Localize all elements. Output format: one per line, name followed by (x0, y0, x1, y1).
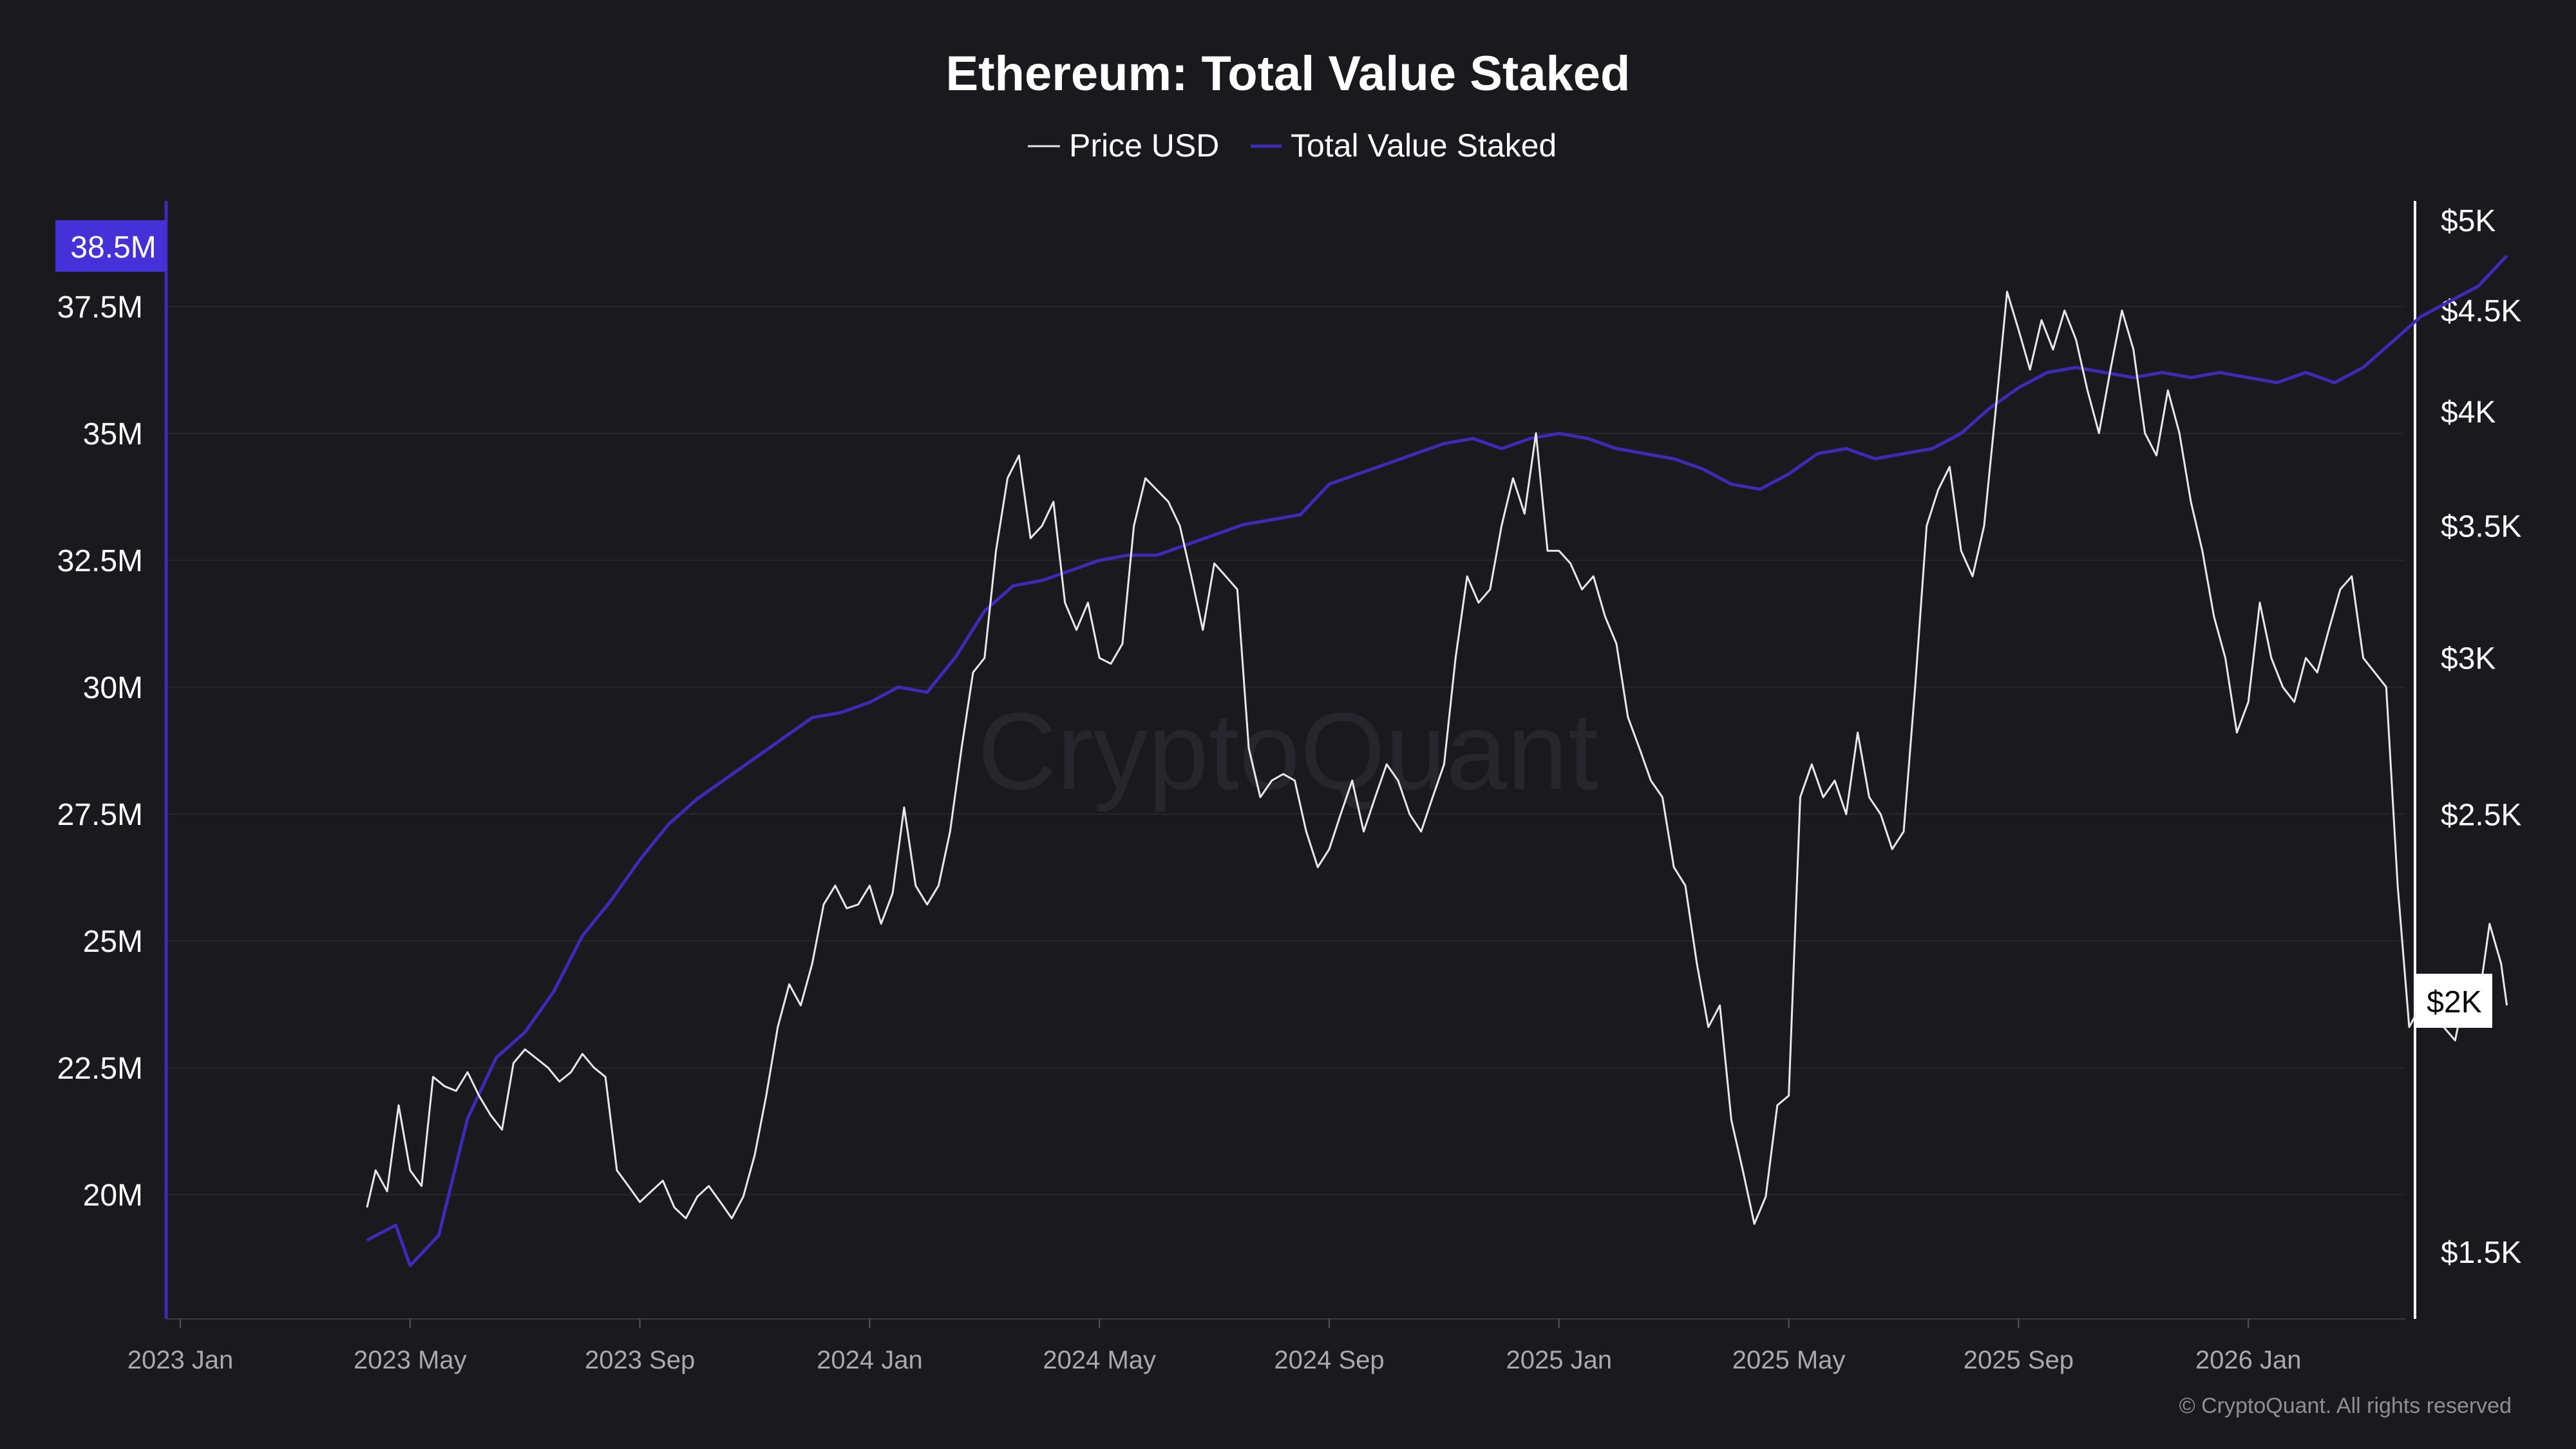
series-price-usd (366, 290, 2508, 1225)
left-tick-label: 35M (83, 417, 143, 451)
x-tick-label: 2024 Sep (1274, 1346, 1384, 1374)
legend-staked-label: Total Value Staked (1291, 128, 1557, 164)
watermark: CryptoQuant (978, 690, 1598, 813)
x-tick-label: 2025 Sep (1964, 1346, 2074, 1374)
right-current-label: $2K (2427, 985, 2481, 1019)
x-tick-label: 2023 May (354, 1346, 467, 1374)
right-current-badge-bg (2416, 974, 2492, 1028)
left-tick-label: 25M (83, 925, 143, 959)
right-tick-label: $4K (2441, 395, 2496, 430)
chart-title: Ethereum: Total Value Staked (946, 46, 1631, 101)
copyright: © CryptoQuant. All rights reserved (2179, 1394, 2512, 1418)
left-current-badge: 38.5M (55, 220, 166, 272)
left-tick-label: 32.5M (57, 544, 143, 578)
legend-price-label: Price USD (1069, 128, 1219, 164)
right-tick-label: $1.5K (2441, 1236, 2521, 1270)
right-tick-label: $2.5K (2441, 798, 2521, 832)
gridlines (166, 306, 2405, 1195)
left-current-badge-bg (55, 220, 166, 272)
right-tick-label: $5K (2441, 204, 2496, 238)
right-current-badge: $2K (2416, 974, 2492, 1028)
left-tick-label: 27.5M (57, 798, 143, 832)
right-axis-ticks: $1.5K$2.5K$3K$3.5K$4K$4.5K$5K (2441, 204, 2521, 1270)
legend-item-staked[interactable]: Total Value Staked (1251, 128, 1557, 164)
x-axis-ticks: 2023 Jan 2023 May 2023 Sep 2024 Jan 2024 May… (128, 1319, 2302, 1374)
x-tick-label: 2023 Sep (585, 1346, 695, 1374)
left-current-label: 38.5M (70, 231, 156, 265)
left-tick-label: 37.5M (57, 290, 143, 325)
x-tick-label: 2024 May (1043, 1346, 1156, 1374)
left-axis-ticks: 20M 22.5M 25M 27.5M 30M 32.5M 35M 37.5M (57, 290, 143, 1213)
x-tick-label: 2026 Jan (2195, 1346, 2302, 1374)
x-tick-label: 2025 May (1732, 1346, 1846, 1374)
right-tick-label: $3.5K (2441, 510, 2521, 544)
x-tick-label: 2023 Jan (128, 1346, 234, 1374)
x-tick-label: 2025 Jan (1506, 1346, 1613, 1374)
left-tick-label: 20M (83, 1179, 143, 1213)
left-tick-label: 22.5M (57, 1052, 143, 1086)
legend: Price USD Total Value Staked (1028, 128, 1557, 164)
legend-item-price[interactable]: Price USD (1028, 128, 1219, 164)
x-tick-label: 2024 Jan (817, 1346, 923, 1374)
left-tick-label: 30M (83, 671, 143, 705)
series-total-value-staked (366, 254, 2508, 1267)
right-tick-label: $3K (2441, 642, 2496, 676)
